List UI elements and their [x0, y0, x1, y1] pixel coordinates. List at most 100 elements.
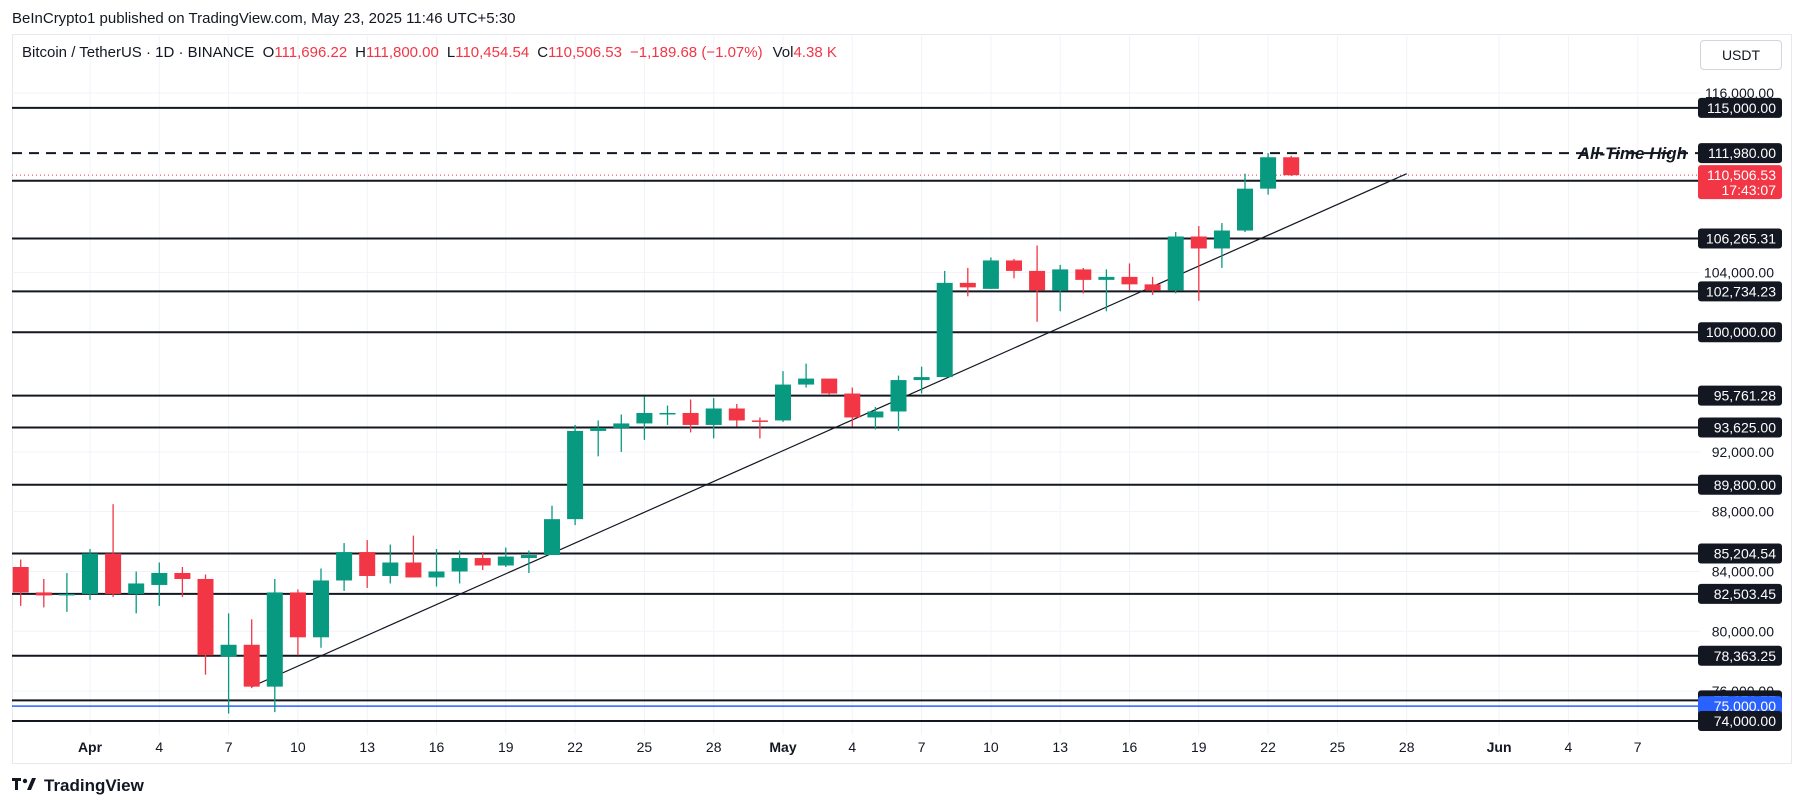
y-axis-tick-label: 80,000.00 [1712, 623, 1774, 639]
candle-body [151, 572, 168, 585]
chart-frame [12, 34, 1792, 764]
level-price-label-bg [1698, 474, 1782, 495]
candle-up [266, 578, 283, 713]
candle-body [821, 378, 838, 394]
candle-body [520, 555, 537, 559]
candle-up [428, 549, 445, 587]
x-axis-label: May [769, 739, 796, 755]
x-axis-label: 16 [429, 739, 445, 755]
x-axis-label: Apr [78, 739, 103, 755]
time-axis: Apr 4 7 10 13 16 19 22 25 28 May 4 7 10 13 16 19 22 25 28 Ju… [78, 739, 1642, 755]
candle-body [1006, 260, 1022, 271]
x-axis-label: Jun [1487, 739, 1512, 755]
candle-body [936, 282, 953, 378]
x-axis-label: 22 [1260, 739, 1276, 755]
symbol-header: Bitcoin / TetherUS · 1D · BINANCE O111,6… [22, 44, 845, 61]
candle-body [1237, 188, 1253, 231]
candle-up [1167, 232, 1184, 294]
candle-up [1098, 269, 1115, 312]
candle-body [1098, 276, 1115, 280]
open-value: 111,696.22 [274, 44, 348, 61]
candle-up [913, 366, 930, 394]
level-price-label: 115,000.00 [1698, 97, 1782, 118]
x-axis-label: 13 [1052, 739, 1068, 755]
candle-body [867, 411, 884, 418]
level-price-label-text: 102,734.23 [1706, 283, 1776, 299]
x-axis-label: 10 [290, 739, 306, 755]
candle-body [105, 553, 122, 594]
level-price-label: 111,980.00 [1698, 143, 1782, 164]
candle-up [1237, 173, 1253, 233]
candle-body [336, 552, 353, 581]
x-axis-label: 19 [1191, 739, 1207, 755]
level-price-label: 93,625.00 [1698, 417, 1782, 438]
candle-up [520, 550, 537, 573]
level-price-label: 78,363.25 [1698, 645, 1782, 666]
candle-body [544, 519, 560, 556]
level-price-label-text: 93,625.00 [1714, 420, 1776, 436]
level-price-label-bg [1698, 385, 1782, 406]
x-axis-label: 28 [706, 739, 722, 755]
candle-body [590, 427, 607, 431]
candle-body [497, 556, 514, 566]
footer-brand: TradingView [12, 776, 144, 796]
x-axis-label: 7 [1634, 739, 1642, 755]
level-price-label-text: 89,800.00 [1714, 477, 1776, 493]
tradingview-logo-icon [12, 776, 38, 796]
candle-up [313, 568, 329, 648]
x-axis-label: 7 [225, 739, 233, 755]
level-price-label-text: 82,503.45 [1714, 586, 1776, 602]
candle-body [567, 430, 584, 520]
level-price-label-bg [1698, 583, 1782, 604]
vol-label: Vol [772, 44, 794, 61]
candle-body [913, 377, 930, 381]
change-value: −1,189.68 (−1.07%) [630, 44, 763, 61]
candle-up [497, 547, 514, 568]
candle-body [1052, 269, 1069, 291]
candle-body [174, 572, 191, 579]
candle-body [705, 408, 722, 425]
candle-down [821, 378, 838, 396]
horizontal-levels: All-Time High [12, 106, 1700, 723]
candle-body [35, 592, 52, 596]
y-axis-tick-label: 104,000.00 [1704, 264, 1774, 280]
level-price-label: 82,503.45 [1698, 583, 1782, 604]
candle-body [474, 558, 491, 566]
candle-body [58, 593, 75, 596]
candle-up [451, 550, 468, 584]
currency-button[interactable]: USDT [1700, 40, 1782, 70]
level-price-label-bg [1698, 543, 1782, 564]
x-axis-label: 19 [498, 739, 514, 755]
candle-body [659, 412, 676, 415]
candle-body [382, 562, 399, 576]
level-price-label: 95,761.28 [1698, 385, 1782, 406]
y-axis-tick-label: 84,000.00 [1712, 563, 1774, 579]
candle-up [705, 398, 722, 439]
x-axis-label: 22 [567, 739, 583, 755]
level-price-label-text: 85,204.54 [1714, 545, 1776, 561]
candle-body [82, 553, 98, 594]
candle-body [1260, 157, 1277, 189]
x-axis-label: 4 [848, 739, 856, 755]
level-price-label: 85,204.54 [1698, 543, 1782, 564]
level-price-label-bg [1698, 281, 1782, 302]
candle-body [1121, 276, 1138, 285]
candle-body [220, 644, 237, 657]
candle-body [1283, 157, 1300, 176]
close-label: C [537, 44, 549, 61]
candle-up [128, 571, 145, 614]
candle-body [1029, 270, 1046, 291]
x-axis-label: 4 [155, 739, 163, 755]
candle-body [613, 423, 630, 428]
candle-down [35, 578, 52, 608]
candle-body [1144, 284, 1161, 291]
candle-up [1213, 223, 1230, 268]
candle-down [1006, 258, 1022, 279]
candle-body [313, 580, 329, 638]
level-price-label-bg [1698, 143, 1782, 164]
x-axis-label: 16 [1122, 739, 1138, 755]
y-axis-tick-label: 88,000.00 [1712, 504, 1774, 520]
level-price-label-bg [1698, 97, 1782, 118]
level-price-label-text: 75,000.00 [1714, 698, 1776, 714]
